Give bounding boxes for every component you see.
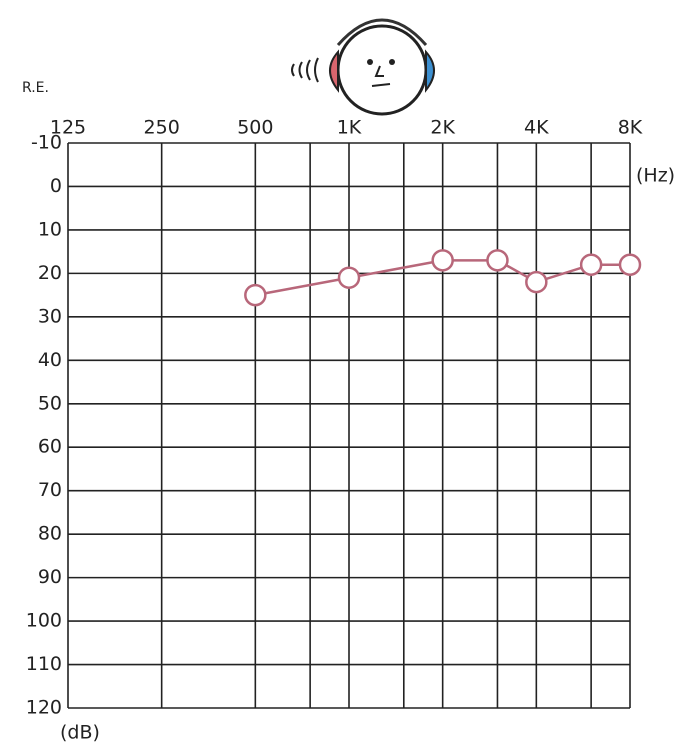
y-tick-label: 100	[26, 610, 62, 632]
y-tick-label: -10	[31, 132, 62, 154]
y-tick-label: 40	[38, 349, 62, 371]
data-point	[486, 249, 509, 272]
headphones-icon	[291, 18, 435, 116]
x-tick-label: 500	[237, 117, 273, 139]
data-point	[579, 253, 603, 276]
y-tick-label: 120	[26, 697, 62, 719]
x-tick-label: 125	[50, 117, 86, 139]
x-axis-label: (Hz)	[636, 165, 675, 187]
y-tick-label: 50	[38, 392, 62, 414]
data-point	[431, 249, 454, 272]
x-tick-label: 4K	[524, 117, 549, 139]
y-tick-label: 80	[38, 523, 62, 545]
corner-label: R.E.	[22, 80, 49, 96]
data-point	[618, 253, 642, 276]
y-tick-label: 110	[26, 653, 62, 675]
y-axis-label: (dB)	[60, 722, 100, 744]
data-point	[244, 283, 267, 307]
x-tick-label: 250	[144, 117, 180, 139]
y-tick-label: 70	[38, 479, 62, 501]
data-point	[337, 266, 361, 289]
y-tick-label: 30	[38, 305, 62, 327]
y-tick-label: 60	[38, 436, 62, 458]
y-tick-label: 0	[50, 175, 62, 197]
x-tick-label: 2K	[430, 117, 455, 139]
y-tick-label: 20	[38, 262, 62, 284]
x-tick-label: 8K	[618, 117, 643, 139]
data-point	[525, 270, 548, 294]
y-tick-label: 90	[38, 566, 62, 588]
y-tick-label: 10	[38, 218, 62, 240]
x-tick-label: 1K	[337, 117, 362, 139]
